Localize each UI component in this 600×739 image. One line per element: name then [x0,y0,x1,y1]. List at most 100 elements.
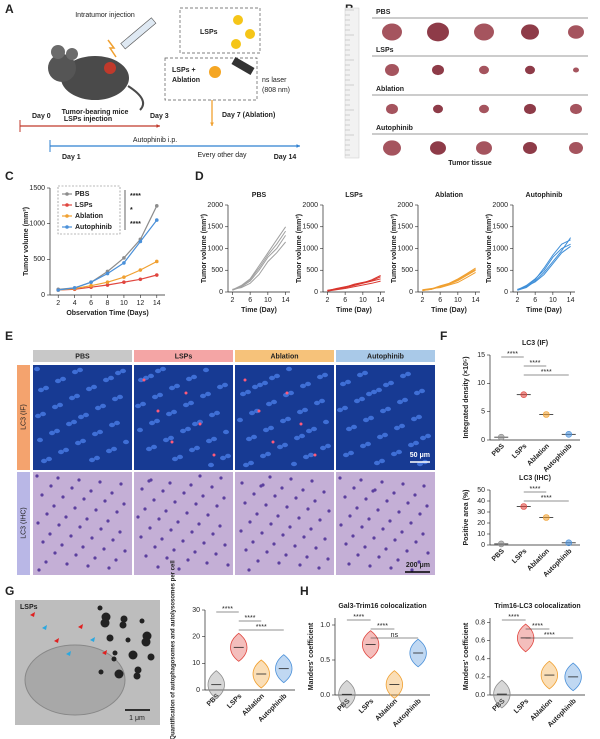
x-axis-label: Time (Day) [241,307,277,314]
x-tick-label: 10 [359,297,367,304]
row-header [17,365,30,470]
cell [260,531,264,535]
nucleus [55,378,61,384]
nucleus [171,409,177,415]
nucleus [168,435,174,441]
nucleus [411,416,417,422]
nucleus [46,456,52,462]
chart-title: LC3 (IHC) [519,475,551,482]
cell [385,499,389,503]
cell [223,543,227,547]
nucleus [337,407,343,413]
cell [273,494,277,498]
y-tick-label: 1000 [302,245,318,252]
lc3-puncta [212,453,216,457]
point [89,283,93,288]
arrowhead [78,624,83,629]
y-tick-label: 0.0 [320,692,330,699]
cell [114,558,118,562]
nucleus [191,374,197,380]
nucleus [240,391,246,397]
x-tick-label: 14 [472,297,480,304]
cell [161,489,165,493]
cell [182,491,186,495]
cell [89,489,93,493]
nucleus [54,428,60,434]
x-tick-label: LSPs [358,698,375,715]
series-line [232,230,287,291]
series-line [517,237,572,291]
nucleus [186,376,192,382]
label: LSPs [200,29,218,36]
x-tick-label: 6 [533,297,537,304]
nucleus [382,432,388,438]
series-line [517,239,571,290]
cell [106,519,110,523]
x-tick-label: PBS [491,548,506,563]
nucleus [297,409,303,415]
series-line [517,243,571,291]
cell [310,479,314,483]
label: Day 7 (Ablation) [222,112,275,119]
cell [306,507,310,511]
cell [41,540,45,544]
cell [314,546,318,550]
cell [318,518,322,522]
cell [363,545,367,549]
cell [410,568,414,572]
cell [377,555,381,559]
cell [82,497,86,501]
cell [118,530,122,534]
cell [381,527,385,531]
label: 50 μm [410,452,430,459]
nucleus [217,384,223,390]
y-tick-label: 0 [481,542,485,549]
cell [60,543,64,547]
y-axis-label: Manders' coefficient [463,622,470,690]
point [154,259,159,264]
arrowhead [66,651,71,656]
cell [198,474,202,478]
tumor [432,64,444,76]
cell [56,476,60,480]
nucleus [97,429,103,435]
cell [119,482,123,486]
row-header [17,472,30,575]
nucleus [40,411,46,417]
nucleus [72,369,78,375]
cell [44,560,48,564]
nucleus [188,400,194,406]
cell [288,525,292,529]
chart-title: Trim16-LC3 colocalization [494,603,580,610]
series-line [422,268,476,291]
nucleus [66,421,72,427]
x-tick-label: 14 [567,297,575,304]
cell [356,553,360,557]
nucleus [152,394,158,400]
cell [194,502,198,506]
nucleus [299,433,305,439]
x-tick-label: 10 [549,297,557,304]
nucleus [106,448,112,454]
nucleus [380,408,386,414]
chart-title: Ablation [435,192,463,199]
cell [37,568,41,572]
nucleus [345,379,351,385]
nucleus [135,403,141,409]
cell [326,557,330,561]
y-tick-label: 2000 [207,202,223,209]
nucleus [379,458,385,464]
laser [231,57,255,75]
cell [86,564,90,568]
dot [565,539,573,547]
nucleus [394,425,400,431]
column-header [235,350,334,362]
point [105,283,110,287]
cell [406,501,410,505]
cell [351,534,355,538]
cell [305,555,309,559]
cell [265,550,269,554]
nucleus [357,372,363,378]
chart-title: LSPs [345,192,363,199]
cell [293,544,297,548]
